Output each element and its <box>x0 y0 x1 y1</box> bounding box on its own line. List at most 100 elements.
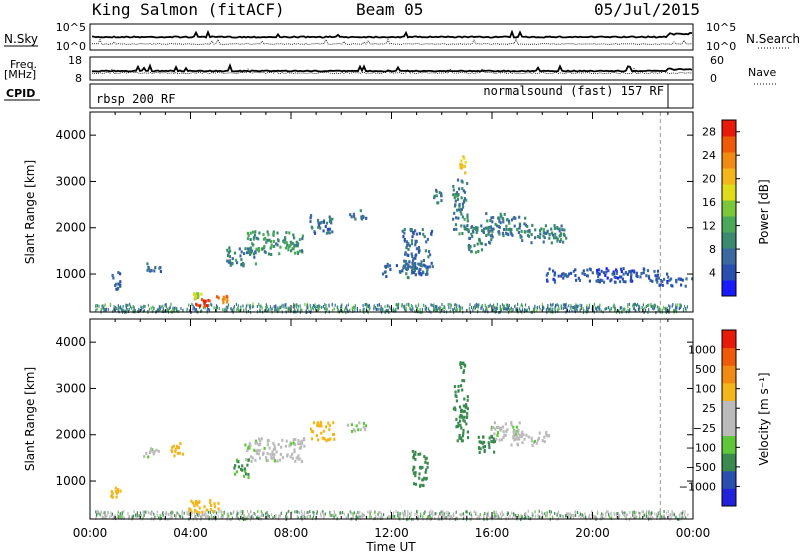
scatter-cell <box>340 304 342 308</box>
scatter-cell <box>179 515 182 519</box>
echo-cell <box>198 304 202 308</box>
scatter-cell <box>546 514 548 518</box>
echo-cell <box>268 252 271 256</box>
scatter-cell <box>641 510 643 514</box>
x-tick-label: 00:00 <box>73 526 108 540</box>
echo-cell <box>543 435 546 439</box>
scatter-cell <box>201 514 203 518</box>
echo-cell <box>563 233 566 237</box>
echo-cell <box>246 247 250 251</box>
echo-cell <box>527 435 530 439</box>
echo-cell <box>267 233 270 237</box>
scatter-cell <box>493 305 495 309</box>
echo-cell <box>454 203 457 207</box>
scatter-cell <box>552 307 554 311</box>
scatter-cell <box>306 511 308 515</box>
echo-cell <box>521 441 524 445</box>
echo-cell <box>456 178 460 182</box>
echo-cell <box>318 224 321 228</box>
echo-cell <box>247 458 250 462</box>
scatter-cell <box>316 305 318 308</box>
echo-cell <box>252 235 256 239</box>
scatter-cell <box>604 512 607 516</box>
scatter-cell <box>410 513 412 517</box>
scatter-cell <box>568 304 570 308</box>
scatter-cell <box>237 308 240 312</box>
echo-cell <box>622 280 625 284</box>
scatter-cell <box>510 306 513 310</box>
echo-cell <box>490 440 493 443</box>
echo-cell <box>645 274 648 278</box>
echo-cell <box>426 465 429 469</box>
scatter-cell <box>202 513 204 517</box>
echo-cell <box>297 242 300 246</box>
scatter-cell <box>316 510 318 514</box>
echo-cell <box>578 278 581 282</box>
scatter-cell <box>550 510 552 514</box>
scatter-cell <box>685 308 687 312</box>
scatter-cell <box>332 309 334 313</box>
scatter-cell <box>340 308 342 312</box>
echo-cell <box>243 467 246 471</box>
scatter-cell <box>592 309 594 313</box>
echo-cell <box>221 298 224 301</box>
echo-cell <box>510 228 513 231</box>
echo-cell <box>320 424 323 428</box>
scatter-cell <box>301 513 303 517</box>
scatter-cell <box>514 304 516 308</box>
scatter-cell <box>296 515 298 519</box>
echo-cell <box>300 440 303 444</box>
echo-cell <box>633 270 636 274</box>
scatter-cell <box>456 304 458 308</box>
scatter-cell <box>671 510 673 514</box>
scatter-cell <box>304 516 306 519</box>
scatter-cell <box>432 512 434 516</box>
scatter-cell <box>568 512 570 516</box>
scatter-cell <box>572 513 574 517</box>
scatter-cell <box>555 513 558 516</box>
scatter-cell <box>429 513 431 517</box>
echo-cell <box>478 446 481 450</box>
scatter-cell <box>420 512 422 516</box>
scatter-cell <box>368 303 370 307</box>
echo-cell <box>475 226 478 230</box>
scatter-cell <box>679 303 681 307</box>
scatter-cell <box>525 309 527 313</box>
echo-cell <box>411 269 414 273</box>
echo-cell <box>553 236 556 240</box>
echo-cell <box>484 243 487 247</box>
echo-cell <box>610 278 613 282</box>
scatter-cell <box>173 308 175 312</box>
echo-cell <box>530 436 533 440</box>
echo-cell <box>258 231 261 235</box>
echo-cell <box>601 279 604 283</box>
scatter-cell <box>316 512 318 515</box>
echo-cell <box>615 271 618 275</box>
scatter-cell <box>650 515 652 519</box>
scatter-cell <box>353 511 355 515</box>
scatter-cell <box>230 307 233 311</box>
echo-cell <box>257 246 260 250</box>
scatter-cell <box>240 513 242 517</box>
scatter-cell <box>159 516 161 520</box>
scatter-cell <box>515 308 517 311</box>
scatter-cell <box>104 511 106 515</box>
echo-cell <box>293 236 296 240</box>
scatter-cell <box>174 515 177 519</box>
scatter-cell <box>265 303 267 307</box>
scatter-cell <box>496 512 498 516</box>
echo-cell <box>656 269 660 273</box>
scatter-cell <box>147 510 149 514</box>
scatter-cell <box>534 306 536 310</box>
scatter-cell <box>503 513 505 517</box>
echo-cell <box>327 227 331 231</box>
echo-cell <box>647 274 650 278</box>
echo-cell <box>227 260 230 264</box>
scatter-cell <box>583 516 585 520</box>
echo-cell <box>559 240 562 243</box>
scatter-cell <box>386 309 389 313</box>
scatter-cell <box>374 305 376 309</box>
echo-cell <box>459 362 462 366</box>
scatter-cell <box>568 309 570 313</box>
